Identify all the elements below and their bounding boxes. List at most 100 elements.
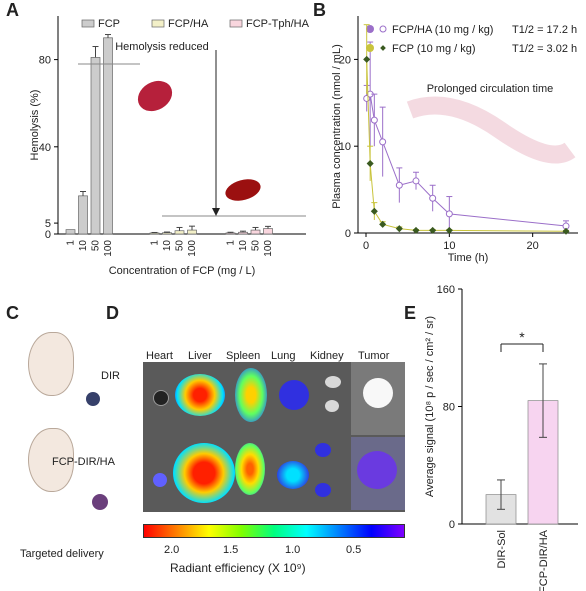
organ-label-lung: Lung [271,350,296,362]
e-y-tick-label: 0 [449,519,455,531]
panel-letter-b: B [313,0,326,20]
mouse-icon [28,428,74,492]
vessel-icon [406,96,576,164]
b-point [363,55,371,63]
b-annotation: Prolonged circulation time [427,83,554,95]
panel-letter-d: D [106,303,119,323]
e-significance: * [519,329,525,345]
b-point [445,210,453,218]
b-point [395,181,403,189]
a-legend-swatch [229,19,243,28]
b-y-tick-label: 20 [339,54,351,66]
panel-c-label-fcp: FCP-DIR/HA [52,456,115,468]
a-x-axis-label: Concentration of FCP (mg / L) [109,265,256,277]
a-y-tick-label: 40 [39,142,51,154]
colorbar-tick: 1.5 [223,544,239,556]
e-x-tick-label: FCP-DIR/HA [538,529,550,591]
b-legend-marker [379,25,387,33]
a-bar [225,232,236,235]
colorbar-tick: 0.5 [346,544,362,556]
a-x-tick-label: 1 [226,240,237,246]
a-x-tick-label: 1 [66,240,77,246]
colorbar [143,524,405,538]
b-x-tick-label: 0 [363,240,369,252]
a-bar [238,231,248,235]
a-x-tick-label: 100 [103,240,114,257]
a-bar [162,232,172,235]
b-point [379,138,387,146]
b-legend-label: FCP/HA (10 mg / kg) [392,24,493,36]
colorbar-tick: 2.0 [164,544,180,556]
a-legend-label: FCP/HA [168,18,209,30]
a-legend-swatch [151,19,165,28]
b-legend-marker [380,45,386,51]
a-x-tick-label: 50 [251,240,262,252]
b-x-tick-label: 20 [527,240,539,252]
b-point [562,227,570,235]
dir-particle-icon [86,392,100,406]
organ-label-tumor: Tumor [358,350,390,362]
e-y-tick-label: 160 [437,284,455,296]
b-y-tick-label: 10 [339,141,351,153]
b-x-tick-label: 10 [443,240,455,252]
image-row-fcp-dir-ha [143,437,405,510]
a-bar [103,37,113,235]
a-y-tick-label: 5 [45,218,51,230]
a-x-tick-label: 100 [263,240,274,257]
panel-c-caption: Targeted delivery [20,548,104,560]
panel-letter-e: E [404,303,417,323]
a-y-tick-label: 80 [39,55,51,67]
panel-letter-a: A [6,0,19,20]
b-half-life: T1/2 = 3.02 h [512,43,577,55]
image-row-dir [143,362,405,435]
fluorescence-image [143,362,405,512]
b-legend-marker [366,25,374,33]
organ-label-heart: Heart [146,350,173,362]
a-y-axis-label: Hemolysis (%) [29,90,41,161]
a-arrow-head [212,208,220,216]
organ-label-spleen: Spleen [226,350,261,362]
e-y-axis-label: Average signal (10⁸ p / sec / cm² / sr) [424,316,436,497]
a-bar [250,229,261,235]
fcp-dir-ha-particle-icon [92,494,108,510]
b-point [379,220,387,228]
a-bar [65,229,76,235]
panel-letter-c: C [6,303,19,323]
b-point [412,226,420,234]
a-x-tick-label: 10 [78,240,89,252]
b-point [366,160,374,168]
a-bar [149,232,160,235]
b-y-axis-label: Plasma concentration (nmol / mL) [331,44,343,208]
b-point [445,226,453,234]
a-bar [263,228,273,235]
a-bar [174,230,185,235]
a-y-tick-label: 0 [45,229,51,241]
organ-label-kidney: Kidney [310,350,344,362]
colorbar-label: Radiant efficiency (X 10⁹) [170,561,306,575]
b-x-axis-label: Time (h) [448,252,489,264]
b-legend-label: FCP (10 mg / kg) [392,43,476,55]
a-x-tick-label: 100 [187,240,198,257]
e-y-tick-label: 80 [443,402,455,414]
colorbar-tick: 1.0 [285,544,301,556]
b-point [429,226,437,234]
b-legend-marker [366,44,374,52]
a-x-tick-label: 10 [238,240,249,252]
a-x-tick-label: 10 [162,240,173,252]
b-point [412,177,420,185]
e-x-tick-label: DIR-Sol [496,530,508,569]
a-bar [78,195,88,235]
a-bar [187,229,197,235]
panel-c-label-dir: DIR [101,370,120,382]
rbc-burst-icon [137,80,173,112]
b-half-life: T1/2 = 17.2 h [512,24,577,36]
a-annotation: Hemolysis reduced [115,41,209,53]
b-y-tick-label: 0 [345,228,351,240]
a-x-tick-label: 50 [175,240,186,252]
mouse-icon [28,332,74,396]
a-x-tick-label: 50 [91,240,102,252]
rbc-intact-icon [225,179,261,201]
a-bar [90,57,101,235]
a-x-tick-label: 1 [150,240,161,246]
